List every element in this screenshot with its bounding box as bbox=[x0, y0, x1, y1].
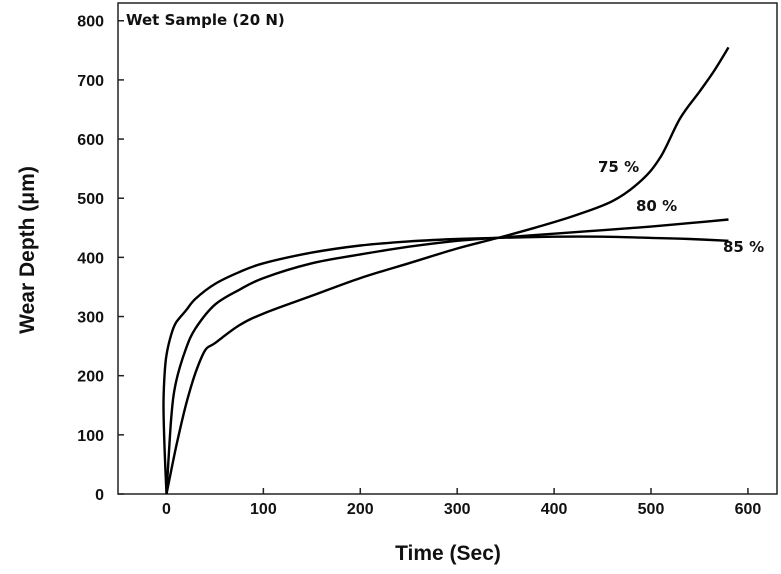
x-tick-label: 100 bbox=[250, 501, 277, 518]
series-line bbox=[165, 46, 730, 495]
y-tick-label: 400 bbox=[77, 250, 104, 267]
y-tick-label: 600 bbox=[77, 132, 104, 149]
chart-annotation: Wet Sample (20 N) bbox=[126, 11, 285, 29]
y-axis-title: Wear Depth (μm) bbox=[16, 166, 39, 334]
y-tick-label: 500 bbox=[77, 191, 104, 208]
series-labels: 75 % 80 % 85 % bbox=[598, 158, 764, 256]
y-tick-label: 0 bbox=[95, 487, 104, 504]
x-tick-label: 500 bbox=[638, 501, 665, 518]
series-label: 75 % bbox=[598, 158, 639, 176]
x-tick-label: 0 bbox=[162, 501, 171, 518]
y-tick-label: 300 bbox=[77, 310, 104, 327]
y-tick-label: 100 bbox=[77, 428, 104, 445]
y-tick-label: 800 bbox=[77, 14, 104, 31]
x-tick-label: 600 bbox=[735, 501, 762, 518]
series-label: 85 % bbox=[723, 238, 764, 256]
y-tick-label: 200 bbox=[77, 369, 104, 386]
x-tick-label: 200 bbox=[347, 501, 374, 518]
axis-ticks: 0 100 200 300 400 500 600 0 100 200 300 400 500 600 70… bbox=[77, 14, 761, 518]
y-tick-label: 700 bbox=[77, 73, 104, 90]
x-tick-label: 300 bbox=[444, 501, 471, 518]
series-lines bbox=[162, 46, 730, 495]
series-label: 80 % bbox=[636, 197, 677, 215]
series-line bbox=[165, 218, 729, 495]
x-tick-label: 400 bbox=[541, 501, 568, 518]
x-axis-title: Time (Sec) bbox=[395, 542, 501, 565]
plot-frame bbox=[117, 2, 778, 495]
series-line bbox=[162, 235, 729, 495]
